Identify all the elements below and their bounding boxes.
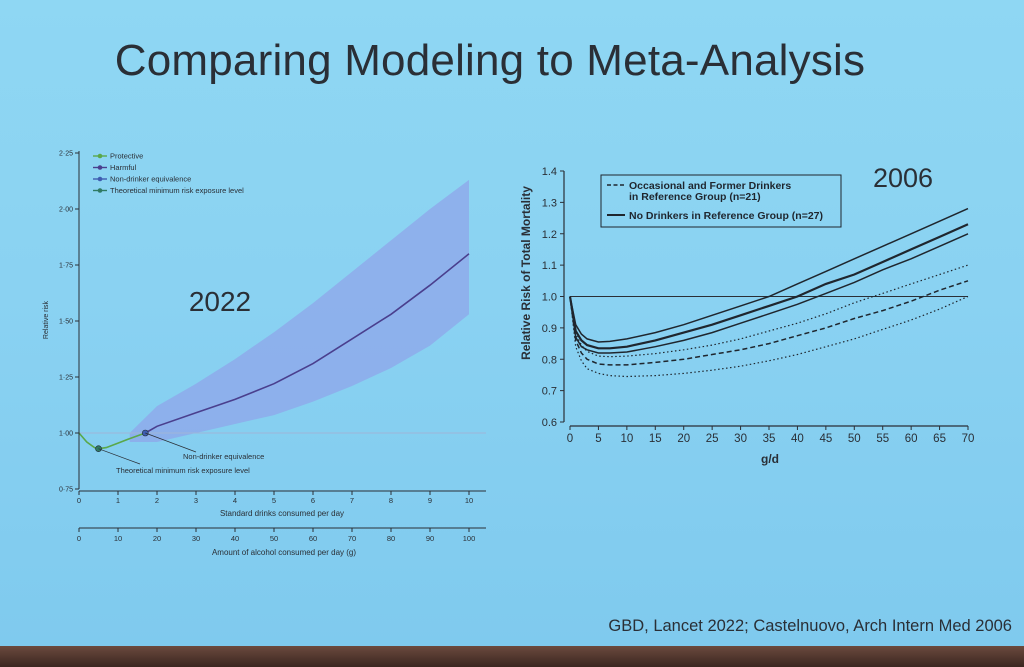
series-line-protective (78, 432, 146, 450)
chart-2022: Theoretical minimum risk exposure level N… (43, 151, 486, 557)
x2-tick-label: 0 (77, 534, 81, 543)
ci-line-occasional-former (569, 295, 969, 378)
slide: Comparing Modeling to Meta-Analysis Theo… (0, 0, 1024, 646)
uncertainty-band (129, 179, 469, 442)
x-tick-label: 20 (677, 433, 690, 445)
y-tick-label: 1.0 (542, 292, 557, 304)
x-tick-label: 6 (311, 496, 315, 505)
room-floor (0, 646, 1024, 667)
x-tick-label: 30 (734, 433, 747, 445)
x-axis-label: Standard drinks consumed per day (220, 509, 344, 518)
annotation-leader (98, 448, 141, 465)
y-tick-label: 1·50 (59, 319, 73, 326)
x-tick-label: 7 (350, 496, 354, 505)
y-tick-label: 1·75 (59, 263, 73, 270)
annotation-label: Non-drinker equivalence (183, 452, 264, 461)
y-axis-label: Relative risk (43, 300, 50, 339)
y-tick-label: 1·25 (59, 375, 73, 382)
chart-2006: 0.6 0.7 0.8 0.9 1.0 1.1 1.2 1.3 1.4 0 5 10 15 20 25 30… (519, 163, 975, 466)
x-tick-label: 55 (876, 433, 889, 445)
x-tick-label: 5 (595, 433, 601, 445)
ci-line-no-drinkers (569, 207, 969, 343)
x-tick-label: 10 (465, 496, 473, 505)
y-tick-label: 0.7 (542, 386, 557, 398)
y-tick-label: 1.2 (542, 229, 557, 241)
x2-tick-label: 80 (387, 534, 395, 543)
x-tick-label: 8 (389, 496, 393, 505)
x-tick-label: 5 (272, 496, 276, 505)
series-line-occasional-former (569, 280, 969, 366)
legend-label: in Reference Group (n=21) (629, 191, 761, 203)
annotation-leader (145, 432, 197, 453)
x2-axis-label: Amount of alcohol consumed per day (g) (212, 548, 356, 557)
y-tick-label: 0·75 (59, 487, 73, 494)
legend-marker (97, 176, 103, 182)
series-line-no-drinkers (568, 223, 969, 350)
x2-tick-label: 40 (231, 534, 239, 543)
year-label-2006: 2006 (873, 163, 933, 193)
legend-label: Theoretical minimum risk exposure level (110, 186, 244, 195)
series-line-harmful (144, 253, 470, 434)
x-tick-label: 60 (905, 433, 918, 445)
x2-tick-label: 20 (153, 534, 161, 543)
x2-tick-label: 50 (270, 534, 278, 543)
citation: GBD, Lancet 2022; Castelnuovo, Arch Inte… (608, 617, 1012, 635)
y-tick-label: 2·00 (59, 207, 73, 214)
x-tick-label: 65 (933, 433, 946, 445)
x-tick-label: 0 (77, 496, 81, 505)
y-tick-label: 2·25 (59, 151, 73, 158)
x-tick-label: 15 (649, 433, 662, 445)
y-tick-label: 1·00 (59, 431, 73, 438)
legend-marker (97, 153, 103, 159)
x2-tick-label: 100 (463, 534, 476, 543)
legend-label: Occasional and Former Drinkers (629, 180, 791, 192)
x2-tick-label: 90 (426, 534, 434, 543)
legend-label: Non-drinker equivalence (110, 175, 191, 184)
x2-tick-label: 60 (309, 534, 317, 543)
y-tick-label: 0.9 (542, 323, 557, 335)
x-tick-label: 70 (962, 433, 975, 445)
x-tick-label: 3 (194, 496, 198, 505)
x-tick-label: 9 (428, 496, 432, 505)
legend-label: Harmful (110, 163, 137, 172)
y-tick-label: 1.1 (542, 260, 557, 272)
y-tick-label: 1.3 (542, 197, 557, 209)
slide-title: Comparing Modeling to Meta-Analysis (114, 36, 866, 85)
x-tick-label: 1 (116, 496, 120, 505)
x-axis-label: g/d (761, 452, 779, 466)
x2-tick-label: 70 (348, 534, 356, 543)
annotation-label: Theoretical minimum risk exposure level (116, 466, 250, 475)
x2-tick-label: 10 (114, 534, 122, 543)
x-tick-label: 4 (233, 496, 237, 505)
x-tick-label: 50 (848, 433, 861, 445)
legend-label: No Drinkers in Reference Group (n=27) (629, 210, 823, 222)
legend-box (600, 174, 842, 228)
x-tick-label: 0 (567, 433, 573, 445)
x-tick-label: 35 (763, 433, 776, 445)
ci-line-occasional-former (569, 264, 969, 358)
x-tick-label: 40 (791, 433, 804, 445)
x2-tick-label: 30 (192, 534, 200, 543)
legend-label: Protective (110, 152, 143, 161)
y-tick-label: 0.8 (542, 354, 557, 366)
year-label-2022: 2022 (189, 286, 251, 317)
y-tick-label: 1.4 (542, 166, 557, 178)
ci-line-no-drinkers (569, 233, 969, 354)
x-tick-label: 10 (620, 433, 633, 445)
y-tick-label: 0.6 (542, 417, 557, 429)
x-tick-label: 45 (819, 433, 832, 445)
legend-marker (97, 188, 103, 193)
legend-marker (97, 165, 103, 170)
y-axis-label: Relative Risk of Total Mortality (519, 186, 533, 360)
x-tick-label: 25 (706, 433, 719, 445)
x-tick-label: 2 (155, 496, 159, 505)
